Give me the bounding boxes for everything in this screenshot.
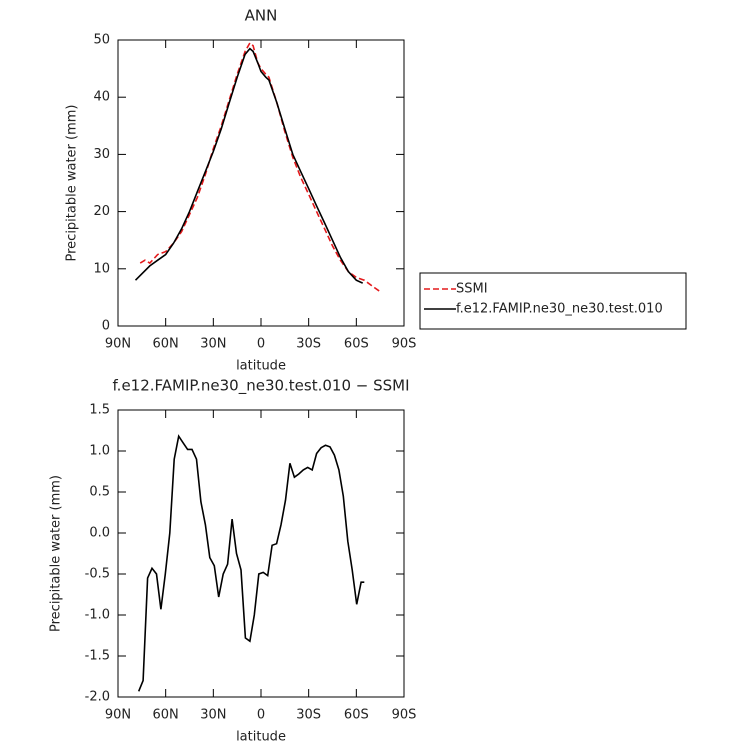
x-tick-label: 30S bbox=[296, 708, 321, 723]
x-axis-label: latitude bbox=[236, 730, 286, 745]
x-tick-label: 60N bbox=[153, 708, 179, 723]
x-axis-label: latitude bbox=[236, 359, 286, 374]
x-tick-label: 60S bbox=[344, 337, 369, 352]
y-tick-label: 1.0 bbox=[89, 444, 110, 459]
y-tick-label: 50 bbox=[93, 33, 110, 48]
data-line bbox=[139, 41, 381, 293]
y-axis-label: Precipitable water (mm) bbox=[65, 105, 80, 262]
x-tick-label: 0 bbox=[257, 337, 265, 352]
x-tick-label: 90N bbox=[105, 708, 131, 723]
y-tick-label: 40 bbox=[93, 90, 110, 105]
chart-title: ANN bbox=[245, 7, 278, 25]
y-axis-label: Precipitable water (mm) bbox=[49, 475, 64, 632]
x-tick-label: 30N bbox=[200, 708, 226, 723]
y-tick-label: -1.0 bbox=[85, 608, 110, 623]
legend-label: SSMI bbox=[456, 282, 488, 297]
x-tick-label: 30N bbox=[200, 337, 226, 352]
y-tick-label: 20 bbox=[93, 204, 110, 219]
chart-title: f.e12.FAMIP.ne30_ne30.test.010 − SSMI bbox=[112, 377, 409, 396]
y-tick-label: 0.0 bbox=[89, 526, 110, 541]
y-tick-label: -0.5 bbox=[85, 567, 110, 582]
x-tick-label: 30S bbox=[296, 337, 321, 352]
x-tick-label: 60N bbox=[153, 337, 179, 352]
y-tick-label: -1.5 bbox=[85, 649, 110, 664]
legend-label: f.e12.FAMIP.ne30_ne30.test.010 bbox=[456, 302, 663, 317]
y-tick-label: 30 bbox=[93, 147, 110, 162]
y-tick-label: 10 bbox=[93, 261, 110, 276]
data-line bbox=[134, 47, 364, 284]
y-tick-label: 1.5 bbox=[89, 403, 110, 418]
x-tick-label: 90S bbox=[392, 337, 417, 352]
y-tick-label: 0.5 bbox=[89, 485, 110, 500]
y-tick-label: 0 bbox=[102, 319, 110, 334]
plot-frame bbox=[117, 409, 405, 698]
x-tick-label: 90S bbox=[392, 708, 417, 723]
legend-box bbox=[419, 272, 687, 330]
x-tick-label: 90N bbox=[105, 337, 131, 352]
data-line bbox=[137, 434, 365, 692]
x-tick-label: 0 bbox=[257, 708, 265, 723]
x-tick-label: 60S bbox=[344, 708, 369, 723]
y-tick-label: -2.0 bbox=[85, 690, 110, 705]
